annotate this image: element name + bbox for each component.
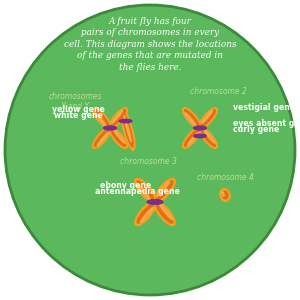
Ellipse shape <box>121 110 135 150</box>
Text: eyes absent gene: eyes absent gene <box>233 118 300 127</box>
Ellipse shape <box>112 110 123 124</box>
Ellipse shape <box>147 200 163 204</box>
Ellipse shape <box>135 178 156 203</box>
Ellipse shape <box>204 130 215 143</box>
Ellipse shape <box>156 181 173 200</box>
Ellipse shape <box>156 204 173 223</box>
Ellipse shape <box>185 112 196 126</box>
Ellipse shape <box>104 126 116 130</box>
Ellipse shape <box>201 110 215 126</box>
Ellipse shape <box>94 130 109 146</box>
Ellipse shape <box>199 128 218 148</box>
Ellipse shape <box>183 108 201 128</box>
Ellipse shape <box>93 128 111 148</box>
Ellipse shape <box>109 108 128 128</box>
Ellipse shape <box>194 126 206 130</box>
Circle shape <box>5 5 295 295</box>
Ellipse shape <box>160 205 172 220</box>
Text: vestigial gene: vestigial gene <box>233 103 295 112</box>
Ellipse shape <box>188 133 198 146</box>
Ellipse shape <box>111 110 125 126</box>
Text: white gene: white gene <box>54 112 102 121</box>
Ellipse shape <box>222 192 224 197</box>
Ellipse shape <box>222 191 228 199</box>
Ellipse shape <box>201 130 215 146</box>
Ellipse shape <box>95 112 106 126</box>
Text: chromosome 4: chromosome 4 <box>197 172 254 182</box>
Ellipse shape <box>98 133 108 146</box>
Ellipse shape <box>194 126 206 130</box>
Text: chromosome 2: chromosome 2 <box>190 88 247 97</box>
Ellipse shape <box>199 108 218 128</box>
Text: yellow gene: yellow gene <box>52 104 104 113</box>
Ellipse shape <box>94 110 109 126</box>
Text: ebony gene: ebony gene <box>100 181 151 190</box>
Ellipse shape <box>137 204 154 223</box>
Text: chromosomes
X and Y: chromosomes X and Y <box>48 92 102 111</box>
Ellipse shape <box>184 110 199 126</box>
Ellipse shape <box>137 181 154 200</box>
Ellipse shape <box>109 128 128 148</box>
Ellipse shape <box>124 115 131 142</box>
Ellipse shape <box>220 189 230 201</box>
Ellipse shape <box>154 178 175 203</box>
Ellipse shape <box>157 182 169 197</box>
Ellipse shape <box>104 126 116 130</box>
Ellipse shape <box>154 202 175 226</box>
Ellipse shape <box>147 200 163 204</box>
Ellipse shape <box>111 130 125 146</box>
Ellipse shape <box>140 207 153 222</box>
Ellipse shape <box>183 128 201 148</box>
Ellipse shape <box>135 202 156 226</box>
Ellipse shape <box>202 110 213 124</box>
Ellipse shape <box>93 108 111 128</box>
Ellipse shape <box>119 119 132 123</box>
Text: chromosome 3: chromosome 3 <box>120 158 177 166</box>
Ellipse shape <box>123 113 133 147</box>
Text: A fruit fly has four
pairs of chromosomes in every
cell. This diagram shows the : A fruit fly has four pairs of chromosome… <box>64 17 236 72</box>
Ellipse shape <box>184 130 199 146</box>
Text: antennapedia gene: antennapedia gene <box>95 188 180 196</box>
Ellipse shape <box>137 184 150 199</box>
Ellipse shape <box>194 134 206 138</box>
Ellipse shape <box>114 130 125 143</box>
Text: curly gene: curly gene <box>233 125 279 134</box>
